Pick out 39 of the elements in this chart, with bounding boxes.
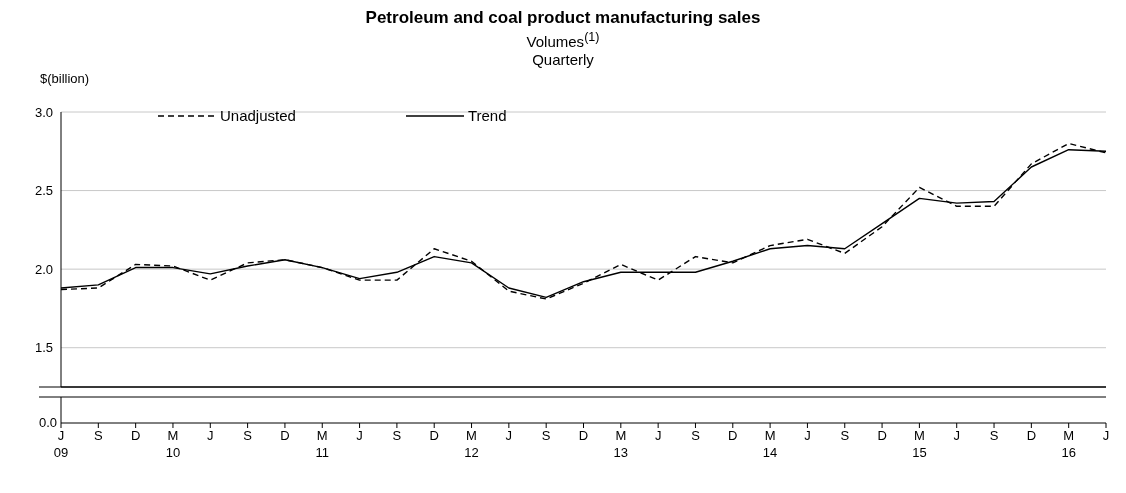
- x-tick-label: S: [541, 428, 551, 443]
- y-axis-title: $(billion): [40, 71, 90, 86]
- x-tick-label: S: [243, 428, 253, 443]
- x-tick-label: D: [130, 428, 141, 443]
- x-tick-label: J: [804, 428, 811, 443]
- legend-label: Unadjusted: [220, 107, 296, 124]
- x-tick-label: M 13: [613, 428, 629, 460]
- x-tick-label: D: [877, 428, 887, 443]
- x-tick-label: M 15: [912, 428, 927, 460]
- x-tick-label: D: [429, 428, 439, 443]
- x-tick-label: D: [280, 428, 290, 443]
- x-tick-label: D: [578, 428, 589, 443]
- x-tick-label: J: [953, 428, 960, 443]
- x-tick-label: M 11: [315, 428, 329, 460]
- text: 0.0: [38, 415, 57, 430]
- x-tick-label: M 12: [464, 428, 479, 460]
- x-tick-label: S: [840, 428, 850, 443]
- x-tick-label: J: [654, 428, 662, 443]
- chart-title: Petroleum and coal product manufacturing sales: [364, 8, 762, 28]
- x-tick-label: J: [356, 428, 363, 443]
- y-tick-label: 1.5: [34, 340, 53, 356]
- x-tick-label: D: [728, 428, 738, 443]
- x-tick-label: J: [207, 428, 214, 443]
- y-tick-label: 3.0: [34, 104, 53, 120]
- x-tick-label: J: [505, 428, 513, 443]
- x-tick-label: S: [989, 428, 999, 443]
- x-tick-label: M 10: [165, 428, 181, 460]
- x-tick-label: M 16: [1061, 428, 1076, 460]
- x-tick-label: J: [1102, 428, 1110, 443]
- x-tick-label: D: [1026, 428, 1037, 443]
- x-tick-label: S: [691, 428, 701, 443]
- x-tick-label: M 14: [762, 428, 778, 460]
- x-tick-label: J 09: [53, 428, 69, 460]
- x-tick-label: S: [93, 428, 103, 443]
- legend-label: Trend: [467, 107, 507, 124]
- chart-subtitle: Volumes$^{(1)}$ Quarterly: [525, 29, 601, 69]
- y-tick-label: 2.0: [34, 261, 53, 277]
- x-tick-label: S: [392, 428, 402, 443]
- y-tick-label: 2.5: [34, 183, 53, 199]
